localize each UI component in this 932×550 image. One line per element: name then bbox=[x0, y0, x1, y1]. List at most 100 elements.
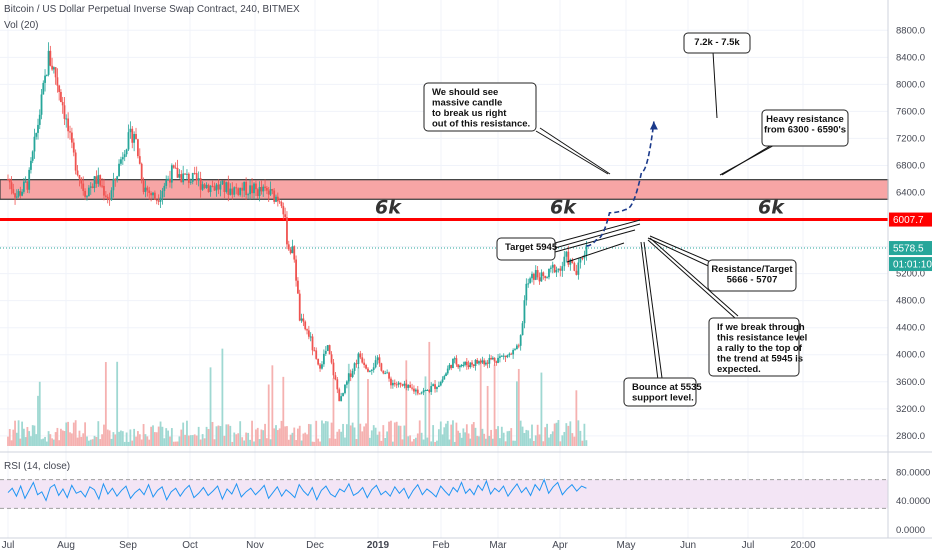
volume-bar bbox=[219, 426, 222, 446]
candle-body bbox=[504, 355, 507, 358]
projection-arrow bbox=[586, 121, 655, 247]
volume-bar bbox=[40, 439, 43, 446]
candle-body bbox=[462, 364, 465, 366]
candle-body bbox=[118, 163, 120, 177]
candle-body bbox=[426, 389, 429, 391]
volume-bar bbox=[422, 439, 425, 446]
candle-body bbox=[91, 186, 94, 189]
breakthrough-text: expected. bbox=[717, 364, 761, 375]
volume-bar bbox=[193, 434, 196, 446]
candle-body bbox=[514, 349, 516, 351]
candle-body bbox=[174, 167, 177, 169]
candle-body bbox=[280, 202, 283, 207]
y-tick-label: 8800.0 bbox=[896, 25, 925, 36]
volume-bar bbox=[534, 435, 537, 446]
candle-body bbox=[121, 157, 124, 160]
candle-body bbox=[465, 361, 468, 366]
candle-body bbox=[553, 264, 556, 273]
y-tick-label: 4000.0 bbox=[896, 350, 925, 361]
volume-bar bbox=[506, 431, 509, 446]
volume-bar bbox=[322, 423, 325, 446]
volume-bar bbox=[142, 424, 145, 446]
candle-body bbox=[138, 156, 141, 164]
candle-body bbox=[432, 384, 435, 387]
candle-body bbox=[380, 363, 383, 371]
x-tick-label: May bbox=[617, 540, 636, 550]
candle-body bbox=[253, 183, 255, 194]
volume-bar bbox=[280, 420, 283, 446]
volume-bar bbox=[585, 440, 588, 446]
volume-bar bbox=[382, 425, 385, 446]
candle-body bbox=[413, 388, 415, 392]
rsi-line bbox=[7, 478, 587, 502]
candle-body bbox=[561, 266, 564, 271]
candle-body bbox=[342, 393, 344, 397]
candle-body bbox=[17, 191, 20, 197]
candle-body bbox=[76, 170, 79, 175]
candle-body bbox=[573, 263, 576, 271]
current-price-text: 5578.5 bbox=[893, 244, 924, 255]
volume-bar bbox=[510, 428, 513, 446]
rsi-pane bbox=[0, 478, 888, 509]
volume-bar bbox=[304, 432, 307, 446]
candle-body bbox=[340, 396, 343, 402]
candle-body bbox=[295, 259, 297, 281]
candle-body bbox=[286, 217, 288, 245]
x-tick-label: Feb bbox=[432, 540, 450, 550]
volume-bar bbox=[405, 360, 408, 446]
candle-body bbox=[300, 318, 303, 321]
volume-bar bbox=[131, 440, 134, 446]
volume-bar bbox=[546, 423, 548, 446]
candle-body bbox=[45, 74, 48, 76]
volume-bar bbox=[345, 424, 348, 446]
volume-bar bbox=[378, 431, 381, 446]
candle-body bbox=[536, 270, 539, 278]
candle-body bbox=[401, 384, 404, 386]
volume-bar bbox=[307, 423, 310, 446]
volume-bar bbox=[347, 363, 350, 446]
volume-bar bbox=[180, 429, 183, 446]
volume-bar bbox=[84, 422, 87, 446]
volume-bar bbox=[205, 426, 208, 446]
candle-body bbox=[289, 249, 292, 254]
x-tick-label: Jul bbox=[2, 540, 15, 550]
volume-bar bbox=[256, 427, 259, 446]
candle-body bbox=[273, 190, 276, 202]
candle-body bbox=[227, 182, 230, 195]
volume-bar bbox=[17, 420, 20, 446]
chart-title: Bitcoin / US Dollar Perpetual Inverse Sw… bbox=[4, 4, 300, 15]
candle-body bbox=[512, 350, 515, 355]
volume-bar bbox=[157, 426, 160, 446]
volume-bar bbox=[239, 421, 242, 446]
volume-bar bbox=[353, 427, 356, 446]
candle-body bbox=[282, 206, 285, 215]
volume-bar bbox=[302, 433, 305, 446]
x-tick-label: Nov bbox=[246, 540, 264, 550]
candle-body bbox=[142, 180, 145, 192]
volume-bar bbox=[420, 432, 423, 446]
candle-body bbox=[571, 259, 574, 264]
volume-bar bbox=[211, 421, 214, 446]
volume-bar bbox=[538, 434, 541, 446]
candle-body bbox=[495, 361, 498, 363]
candle-body bbox=[26, 181, 29, 190]
volume-bar bbox=[42, 438, 45, 446]
volume-bar bbox=[187, 435, 190, 446]
candle-body bbox=[49, 50, 52, 66]
volume-bar bbox=[297, 428, 299, 446]
volume-bar bbox=[336, 431, 339, 446]
candle-body bbox=[207, 184, 210, 193]
candle-body bbox=[399, 382, 402, 385]
x-tick-label: Aug bbox=[57, 540, 75, 550]
candle-body bbox=[551, 264, 554, 268]
volume-bar bbox=[87, 440, 90, 446]
target-range-text: 7.2k - 7.5k bbox=[694, 37, 740, 48]
volume-bar bbox=[499, 438, 501, 446]
volume-bar bbox=[243, 440, 246, 446]
volume-bar bbox=[413, 439, 415, 446]
candle-body bbox=[251, 185, 253, 194]
volume-bar bbox=[563, 431, 566, 446]
candle-body bbox=[231, 188, 234, 195]
candle-body bbox=[357, 353, 360, 365]
